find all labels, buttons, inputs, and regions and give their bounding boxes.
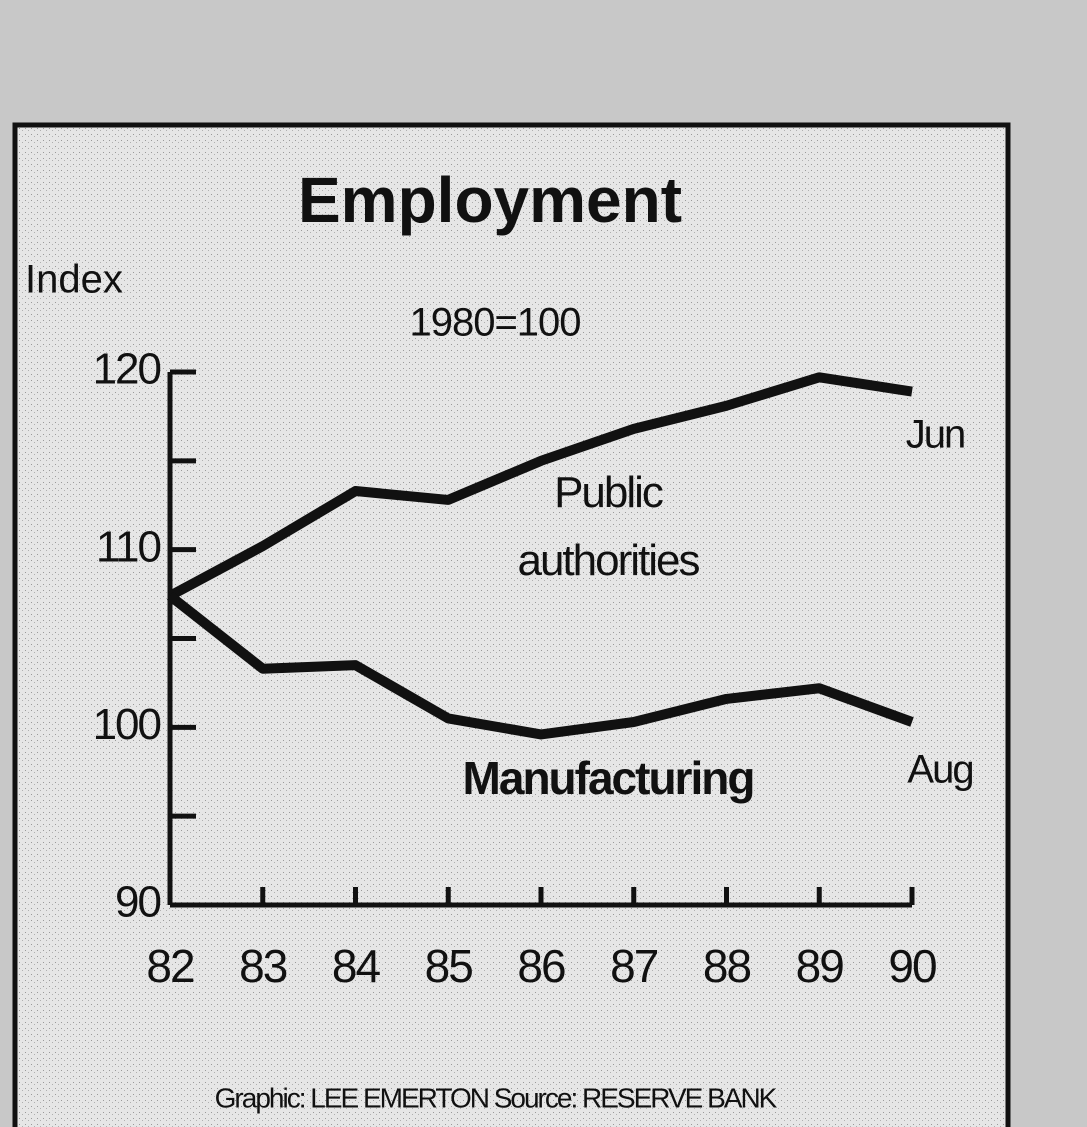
series-label: Public authorities	[517, 468, 699, 585]
y-tick-label: 100	[93, 700, 161, 749]
y-tick-label: 90	[115, 878, 160, 927]
x-tick-label: 87	[610, 940, 658, 992]
series-line	[167, 372, 913, 601]
x-tick-label: 90	[888, 940, 936, 992]
x-tick-label: 83	[239, 940, 287, 992]
x-tick-label: 89	[796, 940, 844, 992]
chart-subtitle: 1980=100	[409, 301, 580, 345]
chart-title: Employment	[298, 164, 682, 236]
y-tick-label: 110	[96, 522, 161, 571]
x-tick-label: 84	[332, 940, 381, 992]
end-label: Aug	[907, 748, 972, 792]
y-tick-label: 120	[93, 345, 161, 394]
x-tick-label: 86	[517, 940, 565, 992]
x-tick-label: 82	[146, 940, 194, 992]
y-axis-label: Index	[25, 258, 123, 302]
x-tick-label: 85	[425, 940, 473, 992]
series-line	[166, 591, 914, 740]
end-label: Jun	[906, 413, 965, 457]
series-label: Manufacturing	[463, 752, 754, 804]
x-tick-label: 88	[703, 940, 751, 992]
frame	[12, 122, 1011, 1127]
credit: Graphic: LEE EMERTON Source: RESERVE BAN…	[215, 1082, 778, 1113]
